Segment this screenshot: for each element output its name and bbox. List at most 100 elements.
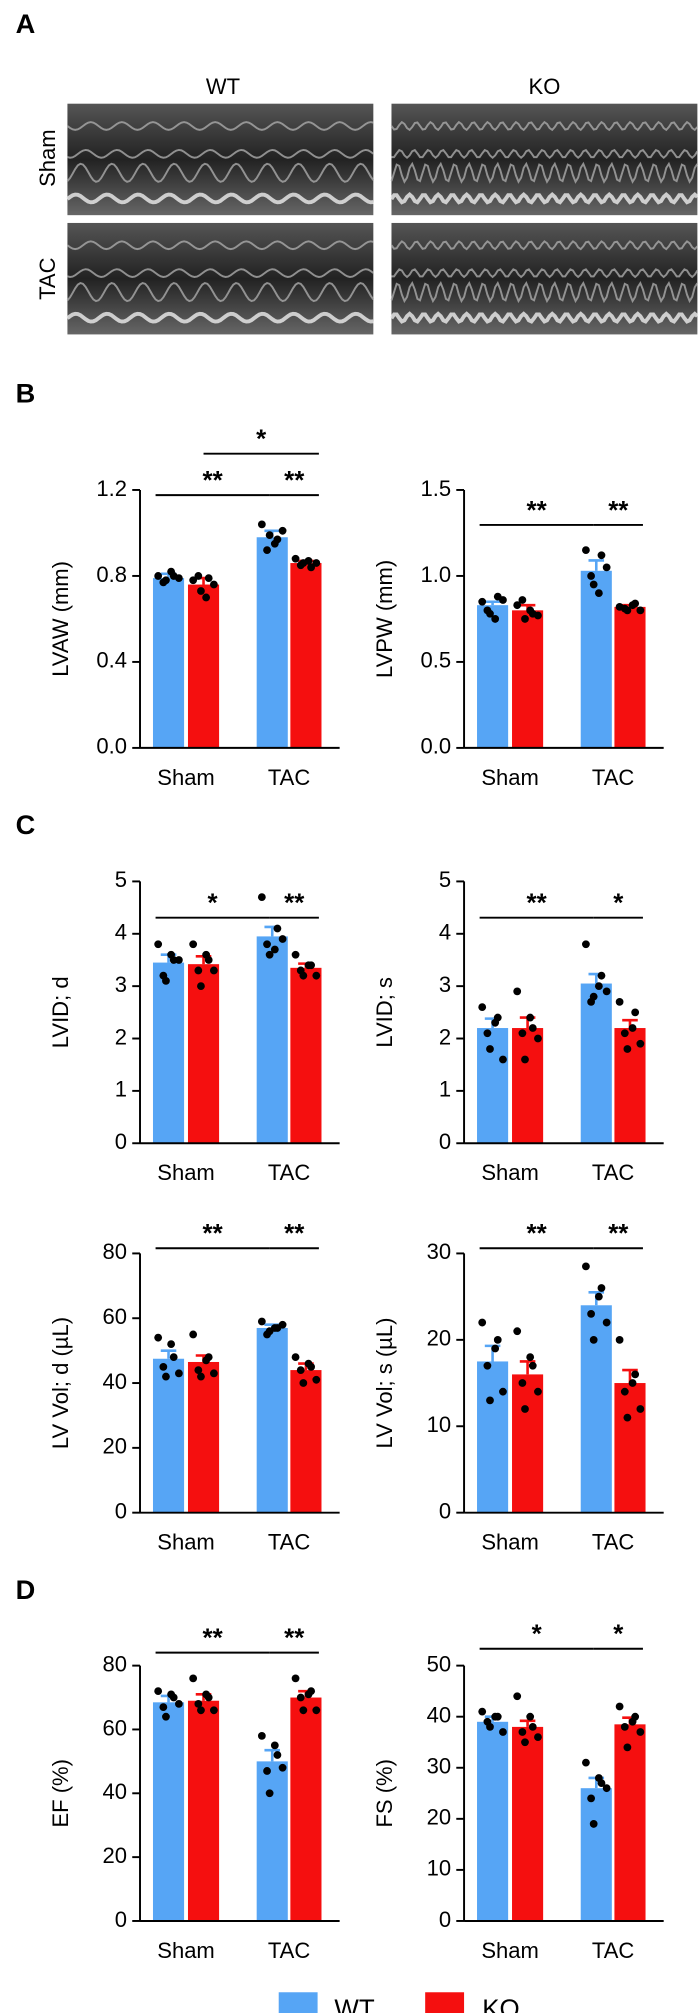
data-point: [587, 1310, 595, 1318]
data-point: [154, 1333, 163, 1342]
data-point: [210, 1706, 218, 1715]
data-point: [154, 1687, 163, 1696]
y-tick-label: 5: [439, 867, 451, 892]
y-tick-label: 1.2: [96, 476, 127, 501]
data-point: [513, 1692, 522, 1701]
data-point: [526, 1013, 535, 1022]
data-point: [291, 1674, 300, 1683]
echo-trace: [66, 311, 374, 324]
bar: [187, 584, 220, 748]
significance-label: **: [284, 1625, 305, 1653]
data-point: [291, 554, 300, 563]
data-point: [162, 1712, 170, 1721]
x-tick-label: Sham: [157, 1938, 215, 1963]
x-tick-label: Sham: [481, 1160, 539, 1185]
data-point: [304, 557, 313, 565]
echo-trace: [66, 192, 374, 205]
x-tick-label: Sham: [157, 1530, 215, 1555]
y-tick-label: 3: [439, 972, 451, 997]
error-bar: [519, 1719, 536, 1727]
data-point: [194, 1700, 203, 1708]
significance-label: **: [527, 497, 548, 525]
data-point: [189, 576, 198, 585]
data-point: [265, 531, 274, 539]
data-point: [175, 574, 183, 582]
row-label: Sham: [35, 129, 60, 187]
error-bar: [588, 559, 605, 571]
data-point: [478, 597, 487, 606]
data-point: [518, 596, 527, 604]
echo-image: [391, 103, 698, 216]
y-tick-label: 10: [427, 1412, 452, 1437]
x-tick-label: Sham: [157, 765, 215, 790]
data-point: [587, 997, 595, 1006]
data-point: [202, 593, 211, 602]
data-point: [304, 1690, 313, 1699]
bar: [477, 1721, 509, 1921]
data-point: [263, 1767, 271, 1775]
data-point: [499, 1055, 507, 1064]
significance-label: **: [284, 890, 305, 918]
data-point: [582, 940, 590, 949]
y-tick-label: 60: [103, 1304, 127, 1329]
data-point: [582, 1262, 590, 1271]
data-point: [202, 950, 211, 959]
data-point: [273, 924, 282, 933]
data-point: [189, 940, 198, 949]
data-point: [312, 1375, 321, 1384]
data-point: [620, 1723, 629, 1731]
y-tick-label: 0: [439, 1129, 451, 1154]
data-point: [189, 1330, 198, 1339]
data-point: [518, 1728, 527, 1736]
data-point: [521, 1738, 529, 1747]
y-tick-label: 0.0: [420, 734, 451, 759]
bar: [580, 1788, 612, 1921]
echo-trace: [67, 268, 374, 278]
data-point: [270, 945, 279, 954]
data-point: [582, 1758, 590, 1767]
y-tick-label: 20: [103, 1434, 127, 1459]
data-point: [623, 1743, 632, 1752]
data-point: [270, 1741, 279, 1750]
bar: [512, 1726, 544, 1921]
data-point: [486, 1396, 494, 1405]
y-axis-label: LV Vol; d (µL): [48, 1317, 73, 1449]
data-point: [312, 971, 321, 980]
echo-trace: [390, 120, 699, 132]
data-point: [194, 572, 203, 580]
y-tick-label: 1.5: [420, 476, 451, 501]
error-bar: [519, 1360, 536, 1375]
panel-letter: B: [16, 378, 36, 409]
x-tick-label: TAC: [268, 1530, 310, 1555]
data-point: [589, 1335, 598, 1344]
error-bar: [160, 1349, 177, 1359]
data-point: [167, 567, 176, 576]
y-axis-label: LVID; d: [48, 976, 73, 1048]
y-tick-label: 50: [427, 1651, 452, 1676]
data-point: [257, 1731, 266, 1740]
panel-letter: D: [16, 1574, 36, 1605]
data-point: [304, 1359, 313, 1368]
data-point: [478, 1003, 487, 1011]
echo-images: [66, 103, 699, 335]
y-tick-label: 3: [115, 972, 127, 997]
data-point: [521, 1055, 529, 1064]
data-point: [202, 1356, 211, 1365]
x-tick-label: TAC: [268, 765, 310, 790]
data-point: [623, 1045, 632, 1053]
data-point: [636, 1405, 645, 1413]
y-tick-label: 20: [103, 1843, 127, 1868]
bar: [614, 606, 646, 748]
data-point: [518, 1379, 527, 1387]
data-point: [278, 526, 287, 535]
data-point: [499, 1387, 507, 1396]
data-point: [534, 611, 542, 620]
bar-chart: 0 20 40 60 80 Sham TAC LV Vol; d (µL) ** **: [48, 1220, 340, 1555]
y-tick-label: 20: [427, 1326, 452, 1351]
y-tick-label: 5: [115, 867, 127, 892]
data-point: [194, 966, 203, 975]
data-point: [296, 561, 305, 570]
